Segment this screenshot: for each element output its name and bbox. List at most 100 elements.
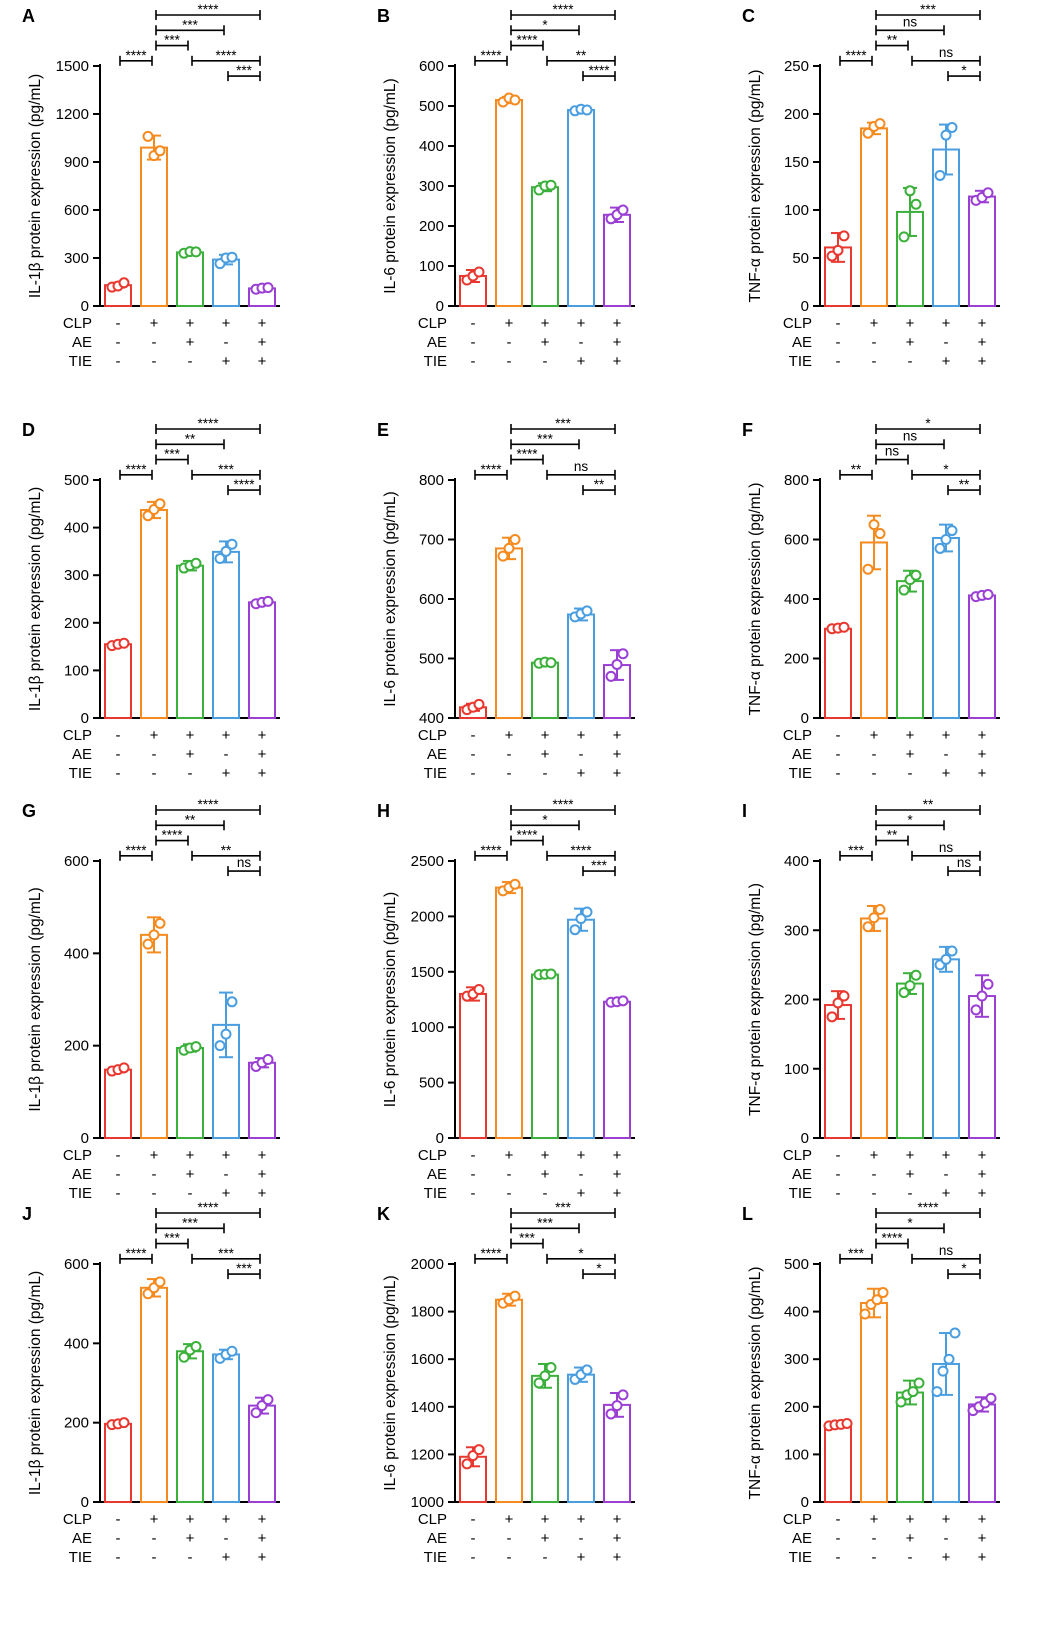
condition-sign: -: [224, 334, 229, 351]
y-tick-label: 100: [419, 258, 444, 275]
y-axis-label: IL-1β protein expression (pg/mL): [27, 1271, 44, 1495]
condition-sign: -: [116, 1511, 121, 1528]
condition-sign: -: [152, 1530, 157, 1547]
condition-sign: +: [505, 1511, 514, 1528]
bar: [176, 251, 204, 307]
data-point: [874, 118, 886, 130]
condition-sign: +: [150, 1511, 159, 1528]
condition-sign: -: [116, 1147, 121, 1164]
significance-label: ****: [516, 447, 538, 462]
y-tick-label: 2000: [411, 908, 444, 925]
condition-sign: +: [541, 746, 550, 763]
panel-letter: H: [377, 801, 390, 821]
bar: [968, 995, 996, 1139]
condition-sign: +: [186, 727, 195, 744]
condition-sign: +: [258, 746, 267, 763]
significance-label: **: [594, 477, 605, 492]
data-point: [214, 1040, 226, 1052]
significance-label: ****: [588, 63, 610, 78]
condition-sign: -: [836, 315, 841, 332]
bar: [140, 508, 168, 719]
panel-letter: J: [22, 1204, 32, 1224]
condition-sign: -: [471, 765, 476, 782]
y-tick-label: 800: [784, 472, 809, 489]
data-point: [946, 525, 958, 537]
significance-label: ***: [555, 1200, 572, 1215]
condition-sign: -: [543, 1185, 548, 1202]
condition-sign: +: [613, 727, 622, 744]
data-point: [910, 569, 922, 581]
panel-c: C TNF-α protein expression (pg/mL) 0 50 100 1…: [742, 2, 1000, 370]
condition-label: AE: [427, 746, 447, 763]
condition-sign: -: [471, 1530, 476, 1547]
condition-label: TIE: [789, 1185, 812, 1202]
condition-sign: -: [116, 1549, 121, 1566]
data-point: [575, 913, 587, 925]
condition-sign: +: [870, 1511, 879, 1528]
bar: [531, 973, 559, 1139]
condition-sign: +: [613, 1166, 622, 1183]
condition-sign: -: [836, 353, 841, 370]
panel-a: A IL-1β protein expression (pg/mL) 0 300 600…: [22, 2, 280, 370]
condition-sign: +: [978, 1147, 987, 1164]
y-tick-label: 600: [64, 202, 89, 219]
condition-sign: -: [116, 1185, 121, 1202]
condition-sign: +: [258, 353, 267, 370]
y-tick-label: 250: [784, 58, 809, 75]
condition-label: AE: [427, 1166, 447, 1183]
condition-sign: +: [613, 334, 622, 351]
significance-label: ****: [516, 33, 538, 48]
significance-label: ns: [939, 840, 954, 855]
data-point: [946, 945, 958, 957]
significance-label: **: [887, 828, 898, 843]
condition-label: CLP: [418, 1147, 447, 1164]
data-point: [148, 929, 160, 941]
data-point: [898, 987, 910, 999]
condition-label: CLP: [418, 727, 447, 744]
panel-letter: F: [742, 420, 753, 440]
y-tick-label: 1800: [411, 1304, 444, 1321]
panel-letter: D: [22, 420, 35, 440]
data-point: [461, 1458, 473, 1470]
condition-sign: +: [942, 1147, 951, 1164]
data-point: [473, 266, 485, 278]
condition-sign: -: [152, 1549, 157, 1566]
data-point: [118, 277, 130, 289]
condition-sign: +: [613, 315, 622, 332]
significance-label: ***: [182, 17, 199, 32]
panel-letter: G: [22, 801, 36, 821]
condition-sign: +: [978, 765, 987, 782]
data-point: [874, 903, 886, 915]
condition-sign: +: [150, 315, 159, 332]
data-point: [934, 542, 946, 554]
y-tick-label: 200: [64, 615, 89, 632]
significance-label: ***: [164, 33, 181, 48]
significance-label: *: [943, 462, 949, 477]
significance-label: ****: [197, 416, 219, 431]
significance-label: **: [851, 462, 862, 477]
data-point: [154, 1276, 166, 1288]
bar: [176, 1046, 204, 1139]
data-point: [832, 244, 844, 256]
significance-label: *: [961, 63, 967, 78]
significance-label: ****: [215, 48, 237, 63]
significance-label: **: [959, 477, 970, 492]
panel-j: J IL-1β protein expression (pg/mL) 0 200 400…: [22, 1200, 280, 1566]
condition-sign: -: [543, 1549, 548, 1566]
condition-sign: -: [908, 353, 913, 370]
significance-label: ****: [233, 477, 255, 492]
condition-sign: +: [222, 1511, 231, 1528]
condition-sign: -: [579, 1530, 584, 1547]
data-point: [569, 924, 581, 936]
data-point: [982, 589, 994, 601]
significance-label: ***: [236, 1261, 253, 1276]
data-point: [949, 1327, 961, 1339]
condition-sign: -: [507, 746, 512, 763]
data-point: [473, 698, 485, 710]
condition-sign: +: [978, 1185, 987, 1202]
condition-sign: -: [507, 334, 512, 351]
condition-sign: +: [942, 1511, 951, 1528]
condition-sign: -: [579, 1166, 584, 1183]
data-point: [895, 1396, 907, 1408]
condition-label: AE: [792, 746, 812, 763]
